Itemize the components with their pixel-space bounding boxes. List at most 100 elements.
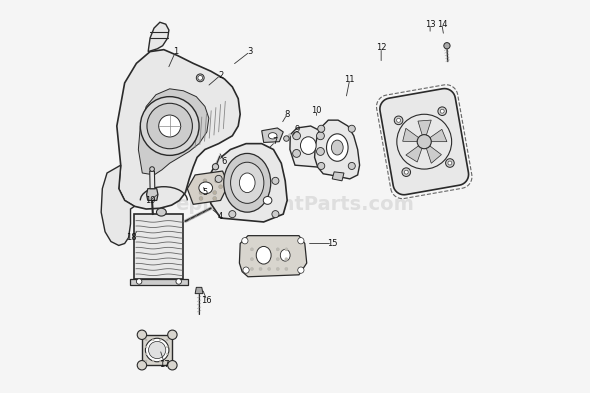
- Circle shape: [276, 248, 279, 251]
- Text: 9: 9: [294, 125, 300, 134]
- Text: 18: 18: [126, 233, 137, 242]
- Circle shape: [250, 267, 254, 270]
- Text: 10: 10: [312, 106, 322, 115]
- Circle shape: [159, 339, 162, 341]
- Polygon shape: [209, 143, 287, 222]
- Circle shape: [272, 211, 279, 218]
- Text: eplacementParts.com: eplacementParts.com: [176, 195, 414, 214]
- Circle shape: [215, 179, 219, 183]
- Text: 8: 8: [284, 110, 290, 119]
- Circle shape: [298, 238, 304, 244]
- Polygon shape: [403, 129, 421, 141]
- Circle shape: [285, 267, 288, 270]
- Ellipse shape: [231, 162, 264, 203]
- Circle shape: [317, 147, 325, 155]
- Circle shape: [317, 125, 324, 132]
- Polygon shape: [290, 126, 327, 167]
- Polygon shape: [425, 143, 441, 163]
- Circle shape: [145, 346, 148, 348]
- Circle shape: [268, 267, 271, 270]
- Circle shape: [145, 353, 148, 355]
- Polygon shape: [418, 120, 431, 139]
- Ellipse shape: [199, 182, 212, 194]
- Circle shape: [199, 191, 203, 195]
- Polygon shape: [332, 172, 344, 181]
- Polygon shape: [150, 171, 155, 189]
- Polygon shape: [240, 236, 307, 277]
- Circle shape: [219, 185, 222, 189]
- Text: 12: 12: [376, 43, 386, 52]
- Circle shape: [298, 267, 304, 273]
- Circle shape: [348, 162, 355, 169]
- Circle shape: [152, 339, 155, 341]
- Ellipse shape: [280, 250, 290, 261]
- Circle shape: [176, 279, 182, 284]
- Circle shape: [198, 75, 202, 80]
- Circle shape: [145, 339, 148, 341]
- Ellipse shape: [156, 208, 166, 216]
- Ellipse shape: [263, 196, 272, 204]
- Ellipse shape: [332, 140, 343, 155]
- Polygon shape: [148, 22, 169, 51]
- Circle shape: [145, 360, 148, 362]
- Circle shape: [137, 330, 147, 340]
- Polygon shape: [142, 335, 172, 365]
- Circle shape: [438, 107, 447, 116]
- Circle shape: [212, 163, 219, 170]
- Text: 6: 6: [222, 157, 227, 166]
- Circle shape: [250, 248, 254, 251]
- Circle shape: [168, 360, 177, 370]
- Circle shape: [242, 238, 248, 244]
- Circle shape: [203, 179, 207, 183]
- Circle shape: [348, 125, 355, 132]
- Ellipse shape: [268, 133, 277, 139]
- Polygon shape: [101, 165, 135, 246]
- Circle shape: [448, 161, 452, 165]
- Circle shape: [285, 248, 288, 251]
- Circle shape: [159, 360, 162, 362]
- Circle shape: [272, 177, 279, 184]
- Circle shape: [317, 132, 325, 140]
- Polygon shape: [187, 171, 228, 204]
- Circle shape: [396, 118, 401, 122]
- Circle shape: [166, 360, 169, 362]
- Circle shape: [196, 74, 204, 82]
- Circle shape: [152, 360, 155, 362]
- Ellipse shape: [224, 153, 271, 212]
- Circle shape: [404, 170, 408, 174]
- Ellipse shape: [300, 137, 316, 154]
- Text: 13: 13: [425, 20, 435, 29]
- Circle shape: [147, 103, 192, 149]
- Circle shape: [276, 267, 279, 270]
- Circle shape: [417, 135, 431, 149]
- Circle shape: [166, 346, 169, 348]
- Circle shape: [276, 257, 279, 261]
- Polygon shape: [262, 128, 283, 142]
- Circle shape: [317, 162, 324, 169]
- Ellipse shape: [240, 173, 255, 193]
- Circle shape: [445, 159, 454, 167]
- Polygon shape: [139, 89, 209, 175]
- Text: 1: 1: [173, 47, 178, 56]
- Circle shape: [440, 109, 444, 113]
- Circle shape: [159, 115, 181, 137]
- Circle shape: [149, 342, 166, 359]
- Circle shape: [215, 175, 222, 182]
- Circle shape: [293, 132, 300, 140]
- Circle shape: [213, 191, 217, 195]
- Text: 3: 3: [247, 47, 253, 56]
- Polygon shape: [406, 144, 423, 162]
- Text: 4: 4: [218, 211, 223, 220]
- Text: 14: 14: [437, 20, 447, 29]
- Circle shape: [284, 136, 289, 141]
- Text: 16: 16: [202, 296, 212, 305]
- Circle shape: [444, 42, 450, 49]
- Circle shape: [250, 257, 254, 261]
- Circle shape: [293, 149, 300, 157]
- Circle shape: [243, 267, 249, 273]
- Circle shape: [207, 185, 211, 189]
- Polygon shape: [380, 88, 468, 195]
- Circle shape: [166, 339, 169, 341]
- Polygon shape: [195, 287, 203, 294]
- Circle shape: [137, 360, 147, 370]
